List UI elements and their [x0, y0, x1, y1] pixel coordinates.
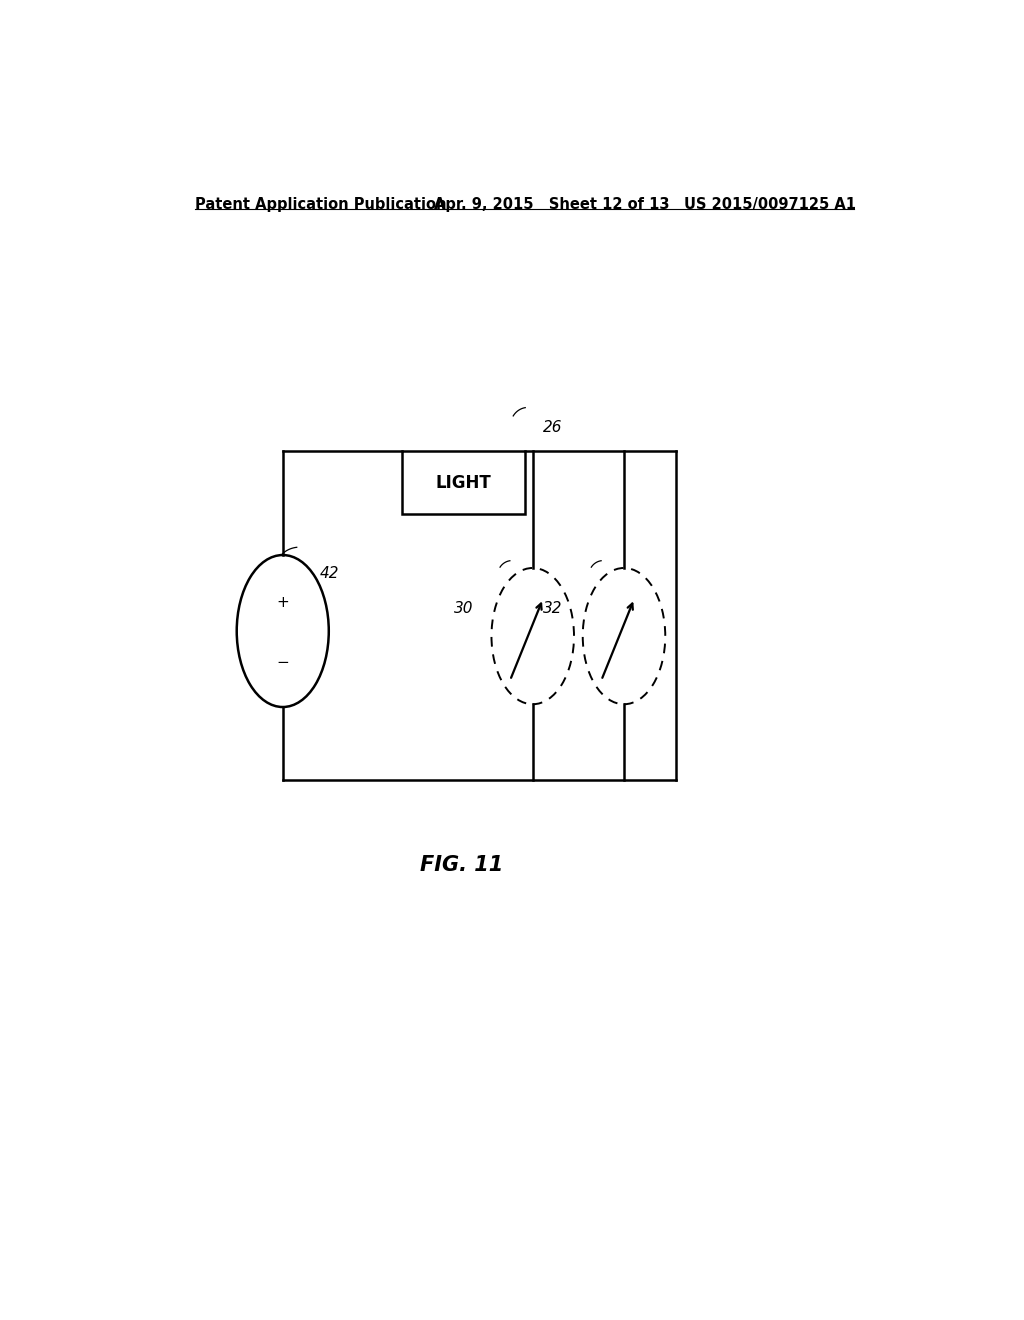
Text: 32: 32 [544, 601, 563, 616]
Text: LIGHT: LIGHT [435, 474, 492, 491]
Text: Patent Application Publication: Patent Application Publication [196, 197, 446, 213]
Text: 30: 30 [454, 601, 473, 616]
Bar [401, 451, 524, 515]
Text: −: − [276, 656, 289, 671]
Text: Apr. 9, 2015   Sheet 12 of 13: Apr. 9, 2015 Sheet 12 of 13 [433, 197, 669, 213]
Text: US 2015/0097125 A1: US 2015/0097125 A1 [684, 197, 855, 213]
Text: 26: 26 [543, 420, 562, 436]
Text: FIG. 11: FIG. 11 [420, 855, 503, 875]
Text: 42: 42 [321, 565, 340, 581]
Text: +: + [276, 594, 289, 610]
